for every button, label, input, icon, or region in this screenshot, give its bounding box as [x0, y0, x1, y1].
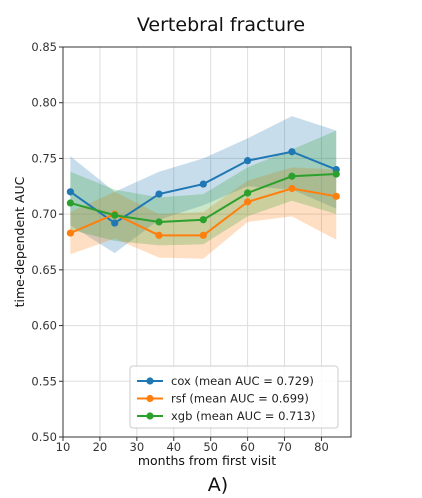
y-tick-label: 0.75	[31, 151, 57, 165]
legend: cox (mean AUC = 0.729) rsf (mean AUC = 0.…	[129, 365, 339, 429]
rsf-legend-marker	[146, 394, 154, 403]
cox-data-point	[199, 180, 207, 188]
legend-box	[129, 365, 339, 429]
rsf-data-point	[155, 231, 163, 239]
rsf-data-point	[332, 192, 340, 200]
rsf-data-point	[244, 198, 252, 206]
xgb-data-point	[111, 211, 119, 219]
chart-title: Vertebral fracture	[137, 14, 305, 36]
x-tick-label: 40	[166, 440, 181, 454]
x-tick-label: 30	[130, 440, 145, 454]
y-tick-label: 0.55	[31, 374, 57, 388]
rsf-confidence-band	[70, 167, 337, 259]
cox-legend-label: cox (mean AUC = 0.729)	[171, 374, 314, 388]
rsf-data-point	[199, 231, 207, 239]
panel-label: A)	[208, 474, 228, 496]
xgb-legend-label: xgb (mean AUC = 0.713)	[171, 409, 316, 423]
y-axis-label: time-dependent AUC	[12, 176, 27, 307]
series-points	[66, 148, 340, 239]
x-tick-label: 60	[240, 440, 255, 454]
xgb-confidence-band	[70, 130, 337, 246]
x-tick-label: 20	[93, 440, 108, 454]
xgb-data-point	[155, 218, 163, 226]
y-tick-label: 0.50	[31, 430, 57, 444]
y-tick-label: 0.80	[31, 96, 57, 110]
cox-data-point	[66, 188, 74, 196]
y-axis-ticks: 0.50 0.55 0.60 0.65 0.70 0.75 0.80 0.85	[31, 40, 63, 444]
y-tick-label: 0.70	[31, 207, 57, 221]
rsf-data-point	[288, 184, 296, 193]
y-tick-label: 0.85	[31, 40, 57, 54]
plot-frame	[62, 46, 352, 438]
cox-data-point	[111, 219, 119, 227]
cox-legend-marker	[146, 377, 154, 385]
x-tick-label: 50	[203, 440, 218, 454]
xgb-legend-marker	[146, 412, 154, 420]
x-axis-label: months from first visit	[138, 453, 276, 468]
xgb-data-point	[244, 189, 252, 197]
grid-lines	[62, 46, 351, 438]
xgb-data-point	[288, 172, 296, 180]
x-tick-label: 70	[277, 440, 292, 454]
cox-data-point	[155, 190, 163, 198]
x-tick-label: 80	[314, 440, 329, 454]
rsf-data-point	[66, 229, 74, 237]
x-axis-ticks: 10 20 30 40 50 60 70 80	[56, 437, 329, 454]
cox-data-point	[288, 148, 296, 156]
y-tick-label: 0.60	[31, 319, 57, 333]
x-tick-label: 10	[56, 440, 71, 454]
xgb-data-point	[332, 170, 340, 178]
xgb-data-point	[66, 199, 74, 207]
y-tick-label: 0.65	[31, 263, 57, 277]
xgb-data-point	[199, 216, 207, 224]
cox-data-point	[244, 157, 252, 165]
rsf-legend-label: rsf (mean AUC = 0.699)	[171, 392, 309, 406]
